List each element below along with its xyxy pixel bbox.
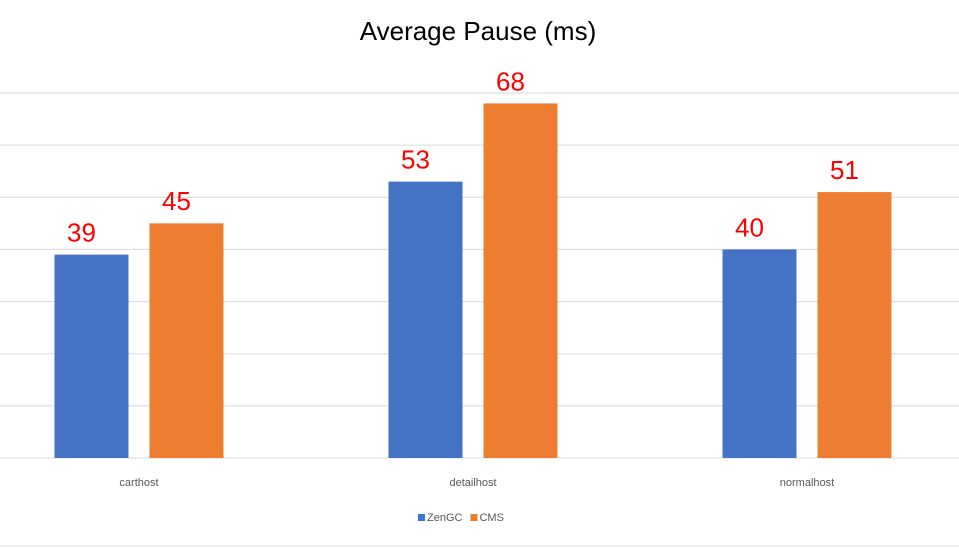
value-label: 53 <box>401 145 430 175</box>
x-tick-label: carthost <box>119 477 158 489</box>
bar <box>817 192 892 459</box>
bar <box>722 249 797 458</box>
value-label: 40 <box>735 212 764 242</box>
value-label: 68 <box>496 66 525 96</box>
legend-label: ZenGC <box>427 512 463 524</box>
legend-label: CMS <box>479 512 503 524</box>
bar <box>483 103 558 458</box>
value-label: 51 <box>830 155 859 185</box>
x-tick-label: normalhost <box>780 477 834 489</box>
value-label: 39 <box>67 218 96 248</box>
legend-swatch <box>418 514 425 521</box>
legend-swatch <box>470 514 478 521</box>
bar <box>388 181 463 458</box>
bar <box>54 254 129 458</box>
bar <box>149 223 224 458</box>
x-tick-label: detailhost <box>449 477 496 489</box>
chart-title: Average Pause (ms) <box>360 16 597 46</box>
value-label: 45 <box>162 186 191 216</box>
